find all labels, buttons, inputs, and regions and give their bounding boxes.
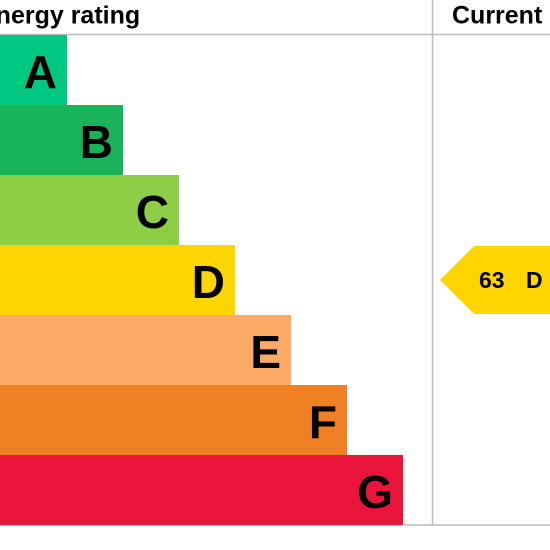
band-bar xyxy=(0,35,67,105)
band-letter: C xyxy=(136,186,169,238)
title: Energy rating xyxy=(0,2,140,30)
band-bar xyxy=(0,385,347,455)
band-bar xyxy=(0,455,403,525)
current-heading: Current xyxy=(452,2,543,30)
band-letter: G xyxy=(357,466,393,518)
band-letter: F xyxy=(309,396,337,448)
band-bar xyxy=(0,315,291,385)
band-letter: A xyxy=(24,46,57,98)
current-arrow xyxy=(440,246,550,314)
current-score: 63 xyxy=(479,267,505,293)
band-letter: D xyxy=(192,256,225,308)
band-letter: B xyxy=(80,116,113,168)
band-letter: E xyxy=(250,326,281,378)
band-bar xyxy=(0,245,235,315)
current-band: D xyxy=(526,267,543,293)
band-bar xyxy=(0,105,123,175)
band-bar xyxy=(0,175,179,245)
current-rating: 63 D xyxy=(440,246,550,314)
